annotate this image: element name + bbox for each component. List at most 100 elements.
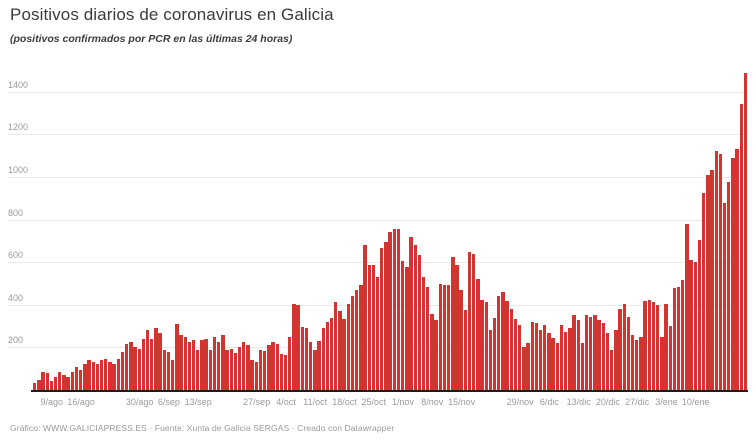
bar[interactable]: [112, 363, 116, 390]
bar[interactable]: [338, 310, 342, 390]
bar[interactable]: [534, 323, 539, 390]
bar[interactable]: [446, 285, 451, 390]
bar[interactable]: [317, 341, 321, 390]
bar[interactable]: [459, 290, 463, 390]
bar[interactable]: [275, 343, 279, 390]
bar[interactable]: [120, 351, 125, 390]
bar[interactable]: [651, 302, 656, 390]
bar[interactable]: [380, 248, 384, 390]
bar[interactable]: [463, 310, 468, 390]
bar[interactable]: [400, 260, 405, 390]
bar[interactable]: [564, 331, 568, 390]
bar[interactable]: [162, 350, 166, 390]
bar[interactable]: [342, 318, 346, 390]
bar[interactable]: [639, 336, 643, 391]
bar[interactable]: [83, 363, 87, 390]
bar[interactable]: [505, 300, 509, 390]
bar[interactable]: [74, 367, 79, 390]
bar[interactable]: [434, 320, 438, 390]
bar[interactable]: [196, 350, 200, 390]
bar[interactable]: [484, 302, 488, 390]
bar[interactable]: [513, 318, 518, 390]
bar[interactable]: [722, 202, 727, 390]
bar[interactable]: [405, 267, 409, 390]
bar[interactable]: [467, 252, 472, 390]
bar[interactable]: [62, 375, 66, 390]
bar[interactable]: [308, 341, 313, 390]
bar[interactable]: [388, 232, 392, 390]
bar[interactable]: [37, 380, 41, 390]
bar[interactable]: [421, 277, 426, 390]
bar[interactable]: [630, 335, 635, 390]
bar[interactable]: [492, 317, 497, 390]
bar[interactable]: [129, 341, 133, 390]
bar[interactable]: [497, 296, 501, 390]
bar[interactable]: [693, 262, 697, 390]
bar[interactable]: [334, 302, 338, 390]
bar[interactable]: [656, 304, 660, 390]
bar[interactable]: [739, 103, 743, 390]
bar[interactable]: [283, 355, 288, 390]
bar[interactable]: [279, 353, 284, 390]
bar[interactable]: [488, 330, 493, 390]
bar[interactable]: [618, 308, 622, 390]
bar[interactable]: [442, 285, 447, 390]
bar[interactable]: [384, 242, 388, 390]
bar[interactable]: [614, 330, 618, 390]
bar[interactable]: [610, 350, 614, 390]
bar[interactable]: [668, 326, 672, 390]
bar[interactable]: [49, 380, 54, 390]
bar[interactable]: [242, 341, 246, 390]
bar[interactable]: [313, 350, 317, 390]
bar[interactable]: [371, 264, 376, 390]
bar[interactable]: [258, 350, 263, 390]
bar[interactable]: [91, 361, 95, 390]
bar[interactable]: [731, 157, 735, 390]
bar[interactable]: [622, 303, 626, 390]
bar[interactable]: [635, 340, 639, 390]
bar[interactable]: [426, 286, 430, 390]
bar[interactable]: [676, 287, 681, 390]
bar[interactable]: [530, 321, 534, 390]
bar[interactable]: [584, 315, 589, 390]
bar[interactable]: [597, 320, 601, 390]
bar[interactable]: [108, 361, 112, 390]
bar[interactable]: [706, 174, 710, 390]
bar[interactable]: [191, 340, 196, 390]
bar[interactable]: [45, 372, 49, 390]
bar[interactable]: [99, 360, 104, 390]
bar[interactable]: [702, 193, 706, 390]
bar[interactable]: [518, 325, 522, 390]
bar[interactable]: [480, 300, 484, 390]
bar[interactable]: [559, 325, 564, 390]
bar[interactable]: [179, 335, 183, 390]
bar[interactable]: [576, 320, 580, 390]
bar[interactable]: [589, 316, 593, 390]
bar[interactable]: [292, 303, 296, 390]
bar[interactable]: [175, 323, 179, 390]
bar[interactable]: [685, 223, 689, 390]
bar[interactable]: [288, 336, 292, 391]
bar[interactable]: [66, 376, 70, 390]
bar[interactable]: [158, 333, 162, 390]
bar[interactable]: [150, 338, 154, 390]
bar[interactable]: [33, 382, 37, 390]
bar[interactable]: [572, 315, 576, 390]
bar[interactable]: [417, 255, 422, 390]
bar[interactable]: [538, 330, 543, 390]
bar[interactable]: [643, 300, 647, 390]
bar[interactable]: [304, 328, 309, 390]
bar[interactable]: [346, 303, 350, 390]
bar[interactable]: [354, 289, 359, 390]
bar[interactable]: [555, 343, 560, 390]
bar[interactable]: [681, 279, 685, 390]
bar[interactable]: [551, 338, 555, 390]
bar[interactable]: [593, 315, 597, 390]
bar[interactable]: [325, 321, 330, 390]
bar[interactable]: [170, 360, 175, 390]
bar[interactable]: [229, 348, 233, 390]
bar[interactable]: [626, 316, 631, 390]
bar[interactable]: [727, 182, 731, 390]
bar[interactable]: [296, 305, 300, 390]
bar[interactable]: [233, 353, 238, 390]
